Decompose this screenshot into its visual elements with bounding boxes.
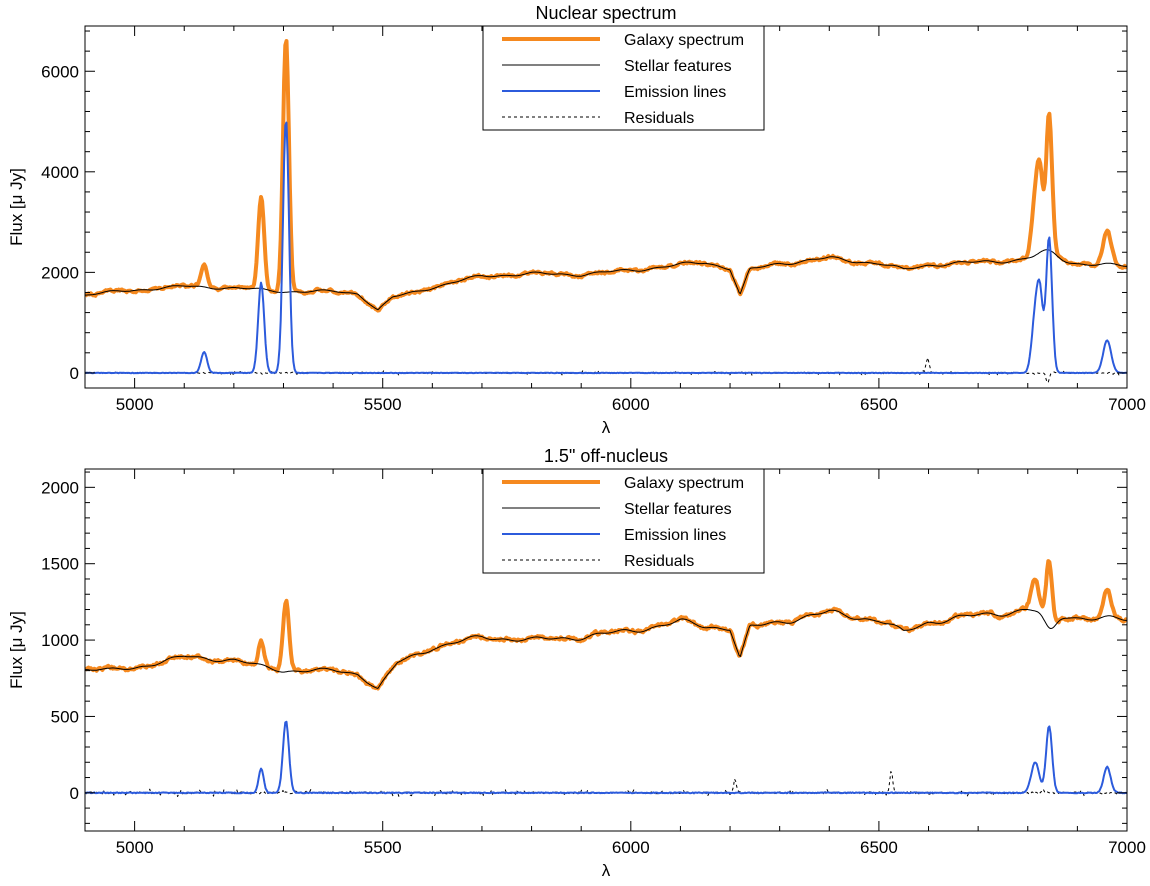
legend-box bbox=[482, 25, 765, 131]
x-axis-label: λ bbox=[602, 861, 611, 880]
emission-lines-line bbox=[85, 720, 1127, 795]
y-tick-label: 1000 bbox=[41, 631, 79, 650]
y-tick-label: 2000 bbox=[41, 263, 79, 282]
x-tick-label: 6500 bbox=[860, 395, 898, 414]
y-axis-label: Flux [μ Jy] bbox=[7, 611, 26, 689]
x-tick-label: 7000 bbox=[1108, 838, 1146, 857]
y-tick-label: 6000 bbox=[41, 62, 79, 81]
stellar-features-line bbox=[85, 249, 1127, 311]
x-tick-label: 5000 bbox=[116, 395, 154, 414]
legend: Galaxy spectrum Stellar features Emission … bbox=[482, 25, 765, 131]
y-axis-label: Flux [μ Jy] bbox=[7, 168, 26, 246]
chart-title: 1.5" off-nucleus bbox=[544, 446, 668, 466]
x-tick-label: 6000 bbox=[612, 395, 650, 414]
legend-label: Stellar features bbox=[624, 58, 732, 75]
emission-lines-line bbox=[85, 121, 1127, 375]
x-tick-label: 6500 bbox=[860, 838, 898, 857]
galaxy-spectrum-line bbox=[85, 559, 1127, 691]
x-tick-label: 7000 bbox=[1108, 395, 1146, 414]
y-tick-label: 1500 bbox=[41, 555, 79, 574]
panel-off-nucleus: 5000 5500 6000 6500 7000 0 500 1000 1500 2000 1.5"… bbox=[7, 446, 1146, 880]
stellar-features-line bbox=[85, 609, 1127, 689]
y-tick-label: 4000 bbox=[41, 163, 79, 182]
x-tick-label: 5000 bbox=[116, 838, 154, 857]
y-tick-label: 500 bbox=[51, 707, 79, 726]
x-tick-label: 5500 bbox=[364, 838, 402, 857]
legend-box bbox=[482, 468, 765, 574]
x-axis-label: λ bbox=[602, 418, 611, 437]
legend-label: Stellar features bbox=[624, 501, 732, 518]
y-tick-label: 2000 bbox=[41, 478, 79, 497]
residuals-line bbox=[85, 357, 1127, 384]
y-tick-label: 0 bbox=[70, 784, 79, 803]
legend-label: Residuals bbox=[624, 553, 694, 570]
legend: Galaxy spectrum Stellar features Emission … bbox=[482, 468, 765, 574]
panel-nuclear-spectrum: 5000 5500 6000 6500 7000 0 2000 4000 6000 Nuclear… bbox=[7, 3, 1146, 437]
x-tick-label: 5500 bbox=[364, 395, 402, 414]
y-tick-label: 0 bbox=[70, 364, 79, 383]
x-tick-label: 6000 bbox=[612, 838, 650, 857]
legend-label: Residuals bbox=[624, 110, 694, 127]
legend-label: Emission lines bbox=[624, 84, 726, 101]
chart-title: Nuclear spectrum bbox=[535, 3, 676, 23]
legend-label: Emission lines bbox=[624, 527, 726, 544]
legend-label: Galaxy spectrum bbox=[624, 475, 744, 492]
legend-label: Galaxy spectrum bbox=[624, 32, 744, 49]
